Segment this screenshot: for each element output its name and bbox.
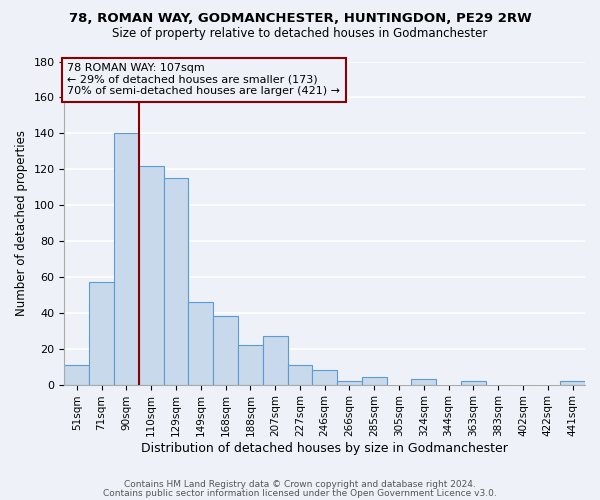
Text: Contains HM Land Registry data © Crown copyright and database right 2024.: Contains HM Land Registry data © Crown c… bbox=[124, 480, 476, 489]
Bar bbox=[213, 316, 238, 384]
Bar bbox=[114, 134, 139, 384]
Bar bbox=[188, 302, 213, 384]
Bar bbox=[560, 381, 585, 384]
Y-axis label: Number of detached properties: Number of detached properties bbox=[15, 130, 28, 316]
Bar bbox=[362, 378, 386, 384]
Bar bbox=[64, 365, 89, 384]
Bar bbox=[238, 345, 263, 385]
Text: Size of property relative to detached houses in Godmanchester: Size of property relative to detached ho… bbox=[112, 28, 488, 40]
X-axis label: Distribution of detached houses by size in Godmanchester: Distribution of detached houses by size … bbox=[141, 442, 508, 455]
Bar bbox=[263, 336, 287, 384]
Bar bbox=[139, 166, 164, 384]
Bar bbox=[461, 381, 486, 384]
Text: 78 ROMAN WAY: 107sqm
← 29% of detached houses are smaller (173)
70% of semi-deta: 78 ROMAN WAY: 107sqm ← 29% of detached h… bbox=[67, 64, 340, 96]
Bar bbox=[412, 379, 436, 384]
Bar bbox=[337, 381, 362, 384]
Bar bbox=[164, 178, 188, 384]
Bar bbox=[287, 365, 313, 384]
Text: 78, ROMAN WAY, GODMANCHESTER, HUNTINGDON, PE29 2RW: 78, ROMAN WAY, GODMANCHESTER, HUNTINGDON… bbox=[68, 12, 532, 26]
Text: Contains public sector information licensed under the Open Government Licence v3: Contains public sector information licen… bbox=[103, 488, 497, 498]
Bar bbox=[89, 282, 114, 384]
Bar bbox=[313, 370, 337, 384]
